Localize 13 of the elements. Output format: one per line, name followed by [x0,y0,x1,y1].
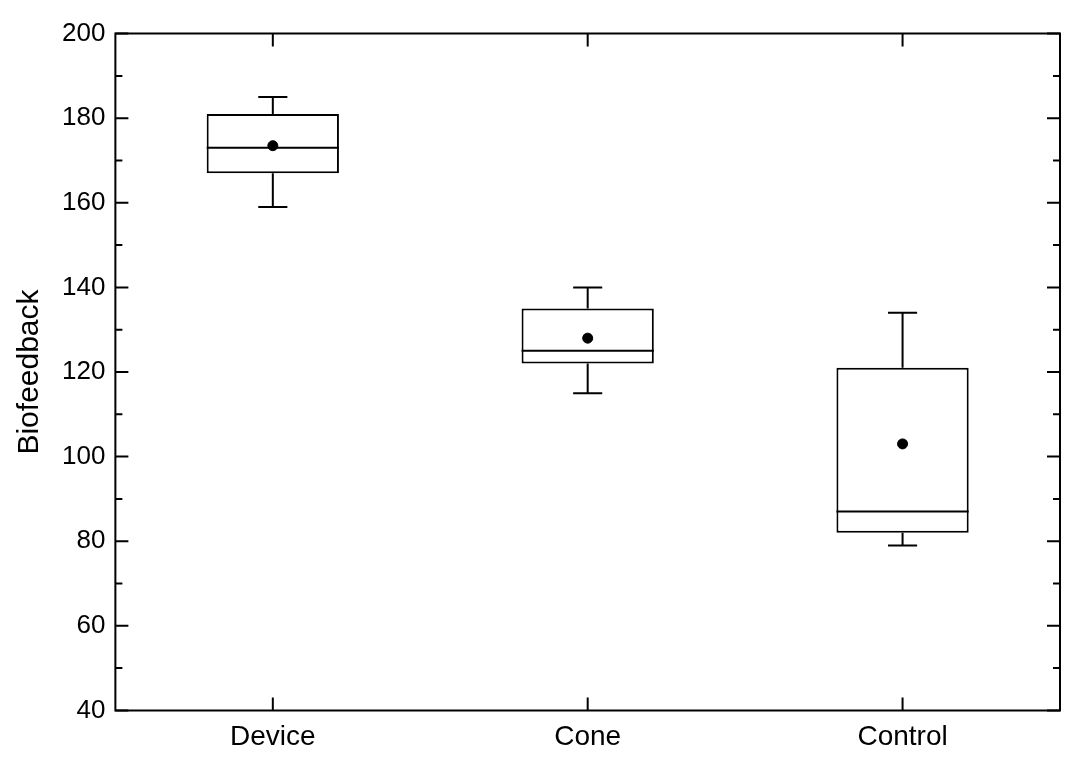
y-tick-label: 100 [61,439,106,470]
x-tick-label: Control [857,719,948,751]
y-axis-title: Biofeedback [11,288,45,455]
y-tick-label: 160 [61,185,106,216]
x-tick-label: Device [230,719,316,751]
x-tick-label: Cone [554,719,622,751]
y-tick-label: 80 [76,524,106,555]
y-tick-label: 140 [61,270,106,301]
y-tick-label: 180 [61,101,106,132]
y-tick-label: 200 [61,16,106,47]
y-tick-label: 40 [76,693,106,724]
y-tick-label: 120 [61,355,106,386]
y-tick-label: 60 [76,608,106,639]
